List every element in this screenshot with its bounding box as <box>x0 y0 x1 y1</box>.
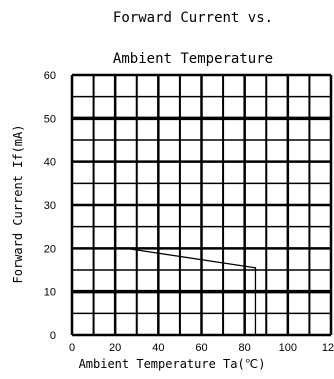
x-tick-label: 100 <box>279 342 297 354</box>
tick-labels: 0 20 40 60 80 100 120 0 10 20 30 40 50 60 <box>44 70 334 354</box>
y-tick-label: 10 <box>44 287 56 299</box>
x-tick-label: 60 <box>195 342 207 354</box>
y-tick-label: 40 <box>44 157 56 169</box>
y-tick-label: 20 <box>44 243 56 255</box>
y-tick-label: 60 <box>44 70 56 82</box>
x-tick-label: 20 <box>109 342 121 354</box>
x-tick-label: 120 <box>322 342 334 354</box>
x-axis-label: Ambient Temperature Ta(℃) <box>79 357 266 371</box>
y-tick-label: 50 <box>44 113 56 125</box>
chart-title-line1: Forward Current vs. <box>113 10 273 26</box>
y-tick-label: 0 <box>50 330 56 342</box>
series-line <box>125 247 257 335</box>
x-tick-label: 80 <box>239 342 251 354</box>
grid <box>70 73 333 337</box>
y-axis-label: Forward Current If(mA) <box>11 125 25 284</box>
series <box>125 247 257 335</box>
x-tick-label: 0 <box>69 342 75 354</box>
y-tick-label: 30 <box>44 200 56 212</box>
chart-title-line2: Ambient Temperature <box>113 51 273 67</box>
x-tick-label: 40 <box>152 342 164 354</box>
